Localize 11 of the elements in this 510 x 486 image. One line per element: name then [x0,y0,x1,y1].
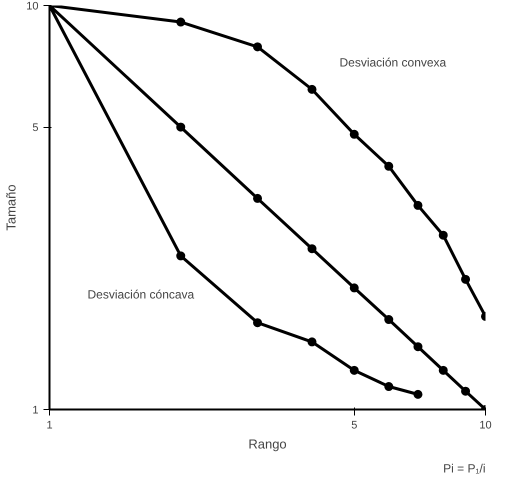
x-tick-label: 10 [479,420,492,432]
y-tick-label: 1 [32,404,39,416]
x-tick-label: 5 [351,420,358,432]
x-tick-label: 1 [46,420,53,432]
x-axis-title: Rango [248,436,287,452]
y-tick-label: 5 [32,122,39,134]
annotation: Desviación convexa [340,56,447,70]
y-axis-title: Tamaño [3,184,18,231]
text: Pi = P₁/i [443,462,486,476]
y-tick-label: 10 [26,0,39,12]
annotation: Desviación cóncava [88,288,195,302]
